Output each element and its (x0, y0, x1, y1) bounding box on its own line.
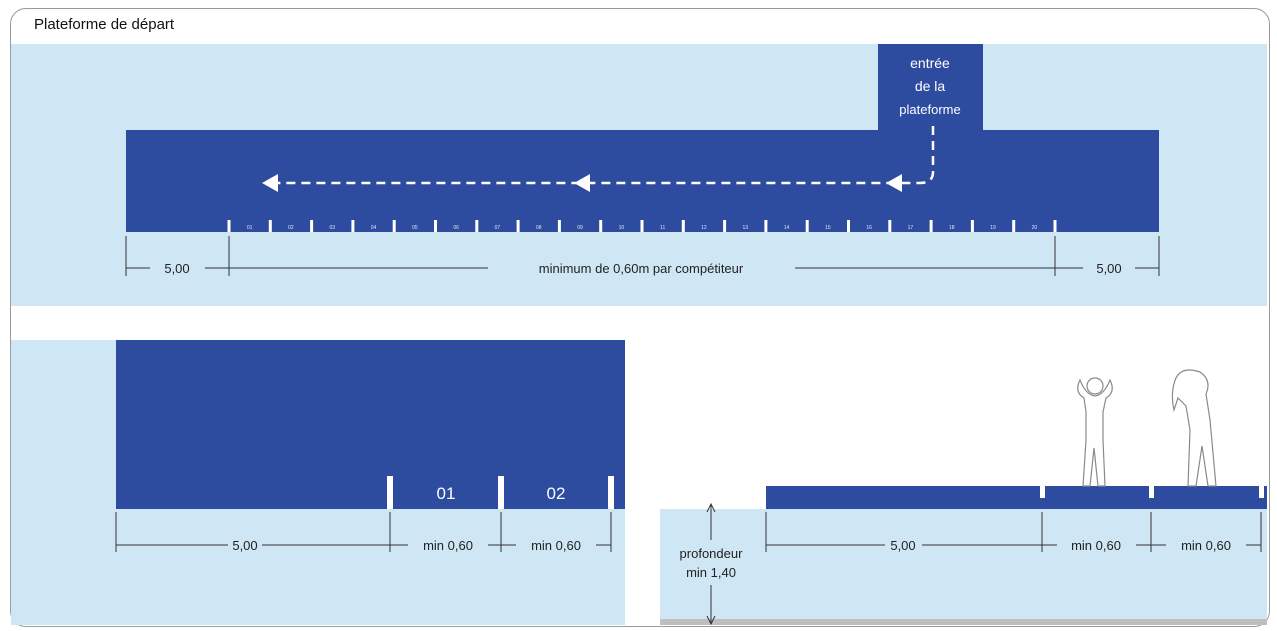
pool-floor (660, 619, 1267, 625)
lane-number-label: 17 (908, 225, 914, 231)
lane-number-label: 11 (660, 225, 665, 231)
lane-marker (1040, 486, 1045, 498)
lane-marker (608, 476, 614, 509)
lane-marker (640, 220, 644, 232)
lane-label-01: 01 (437, 484, 456, 503)
lane-marker (434, 220, 437, 232)
lane-strip: 01 02 03 04 05 06 07 08 09 10 11 12 13 14 15 16 17 18 19 20 (227, 220, 1057, 232)
lane-number-label: 18 (949, 225, 955, 231)
lane-marker (805, 220, 809, 232)
lane-marker (681, 220, 685, 232)
lane-number-label: 19 (990, 225, 996, 231)
lane-number-label: 10 (619, 225, 625, 231)
lane-number-label: 01 (247, 225, 253, 231)
bottom-left-dim-2: min 0,60 (423, 538, 473, 553)
lane-marker (498, 476, 504, 509)
lane-number-label: 16 (866, 225, 872, 231)
start-platform-bottom-left (116, 340, 625, 509)
entrance-label-line1: entrée (910, 55, 950, 71)
lane-marker (351, 220, 355, 232)
lane-marker (929, 220, 933, 232)
lane-number-label: 06 (453, 225, 459, 231)
lane-marker (392, 220, 396, 232)
top-dim-middle: minimum de 0,60m par compétiteur (539, 261, 744, 276)
flow-path (270, 126, 935, 185)
lane-number-label: 02 (288, 225, 294, 231)
lane-marker (1012, 220, 1016, 232)
person-icon (1077, 377, 1113, 487)
lane-number-label: 05 (412, 225, 418, 231)
lane-number-label: 14 (784, 225, 790, 231)
lane-marker (557, 220, 561, 232)
depth-dimension (706, 502, 716, 626)
lane-marker (268, 220, 272, 232)
lane-label-02: 02 (547, 484, 566, 503)
entrance-block (878, 44, 983, 130)
person-icon (1171, 369, 1217, 487)
lane-marker (516, 220, 520, 232)
lane-marker (475, 220, 479, 232)
lane-number-label: 15 (825, 225, 831, 231)
depth-label-2: min 1,40 (686, 565, 736, 580)
bottom-left-dim-3: min 0,60 (531, 538, 581, 553)
bottom-right-dim-3: min 0,60 (1181, 538, 1231, 553)
top-dim-left: 5,00 (164, 261, 189, 276)
lane-marker (599, 220, 603, 232)
lane-number-label: 08 (536, 225, 542, 231)
lane-number-label: 03 (329, 225, 335, 231)
top-dim-right: 5,00 (1096, 261, 1121, 276)
start-platform-side (766, 486, 1267, 509)
arrow-icon (574, 174, 590, 192)
start-platform-top (126, 130, 1159, 232)
lane-marker (1053, 220, 1057, 232)
lane-number-label: 12 (701, 225, 707, 231)
lane-marker (888, 220, 892, 232)
top-dimension (125, 236, 1160, 276)
arrow-icon (262, 174, 278, 192)
bottom-right-dim-2: min 0,60 (1071, 538, 1121, 553)
bottom-right-dimension (765, 512, 1262, 552)
bottom-left-dim-1: 5,00 (232, 538, 257, 553)
lane-number-label: 04 (371, 225, 377, 231)
lane-marker (387, 476, 393, 509)
bottom-left-dimension (115, 512, 612, 552)
diagram-title: Plateforme de départ (34, 16, 175, 33)
depth-label-1: profondeur (680, 546, 744, 561)
lane-number-label: 20 (1032, 225, 1038, 231)
lane-marker (310, 220, 314, 232)
lane-marker (847, 220, 850, 232)
lane-marker (1149, 486, 1154, 498)
lane-marker (1259, 486, 1264, 498)
lane-marker (227, 220, 231, 232)
arrow-icon (886, 174, 902, 192)
lane-number-label: 09 (577, 225, 583, 231)
lane-marker (764, 220, 768, 232)
lane-number-label: 13 (742, 225, 748, 231)
bottom-right-dim-1: 5,00 (890, 538, 915, 553)
entrance-label-line3: plateforme (899, 102, 960, 117)
lane-marker (970, 220, 974, 232)
entrance-label-line2: de la (915, 78, 946, 94)
lane-marker (723, 220, 727, 232)
bottom-right-water (660, 509, 1267, 625)
lane-number-label: 07 (495, 225, 501, 231)
